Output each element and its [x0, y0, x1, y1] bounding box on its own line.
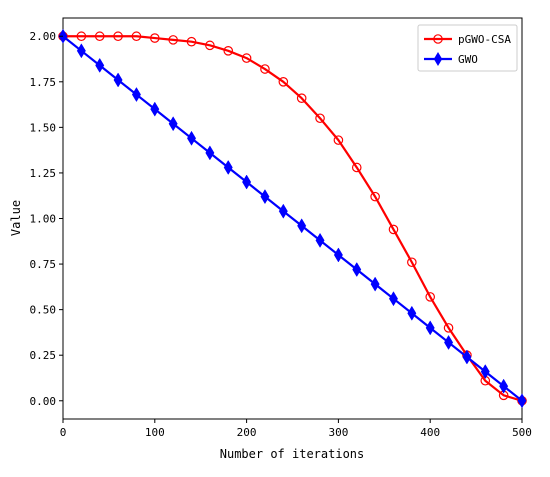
data-point	[150, 101, 160, 117]
x-tick-label: 500	[512, 426, 532, 439]
data-point	[425, 320, 435, 336]
data-point	[113, 72, 123, 88]
data-point	[443, 323, 454, 333]
data-point	[462, 349, 472, 365]
data-point	[352, 262, 362, 278]
series-gwo	[58, 28, 527, 409]
x-tick-label: 100	[145, 426, 165, 439]
data-point	[278, 76, 289, 87]
data-point	[444, 334, 454, 350]
plot-area	[58, 17, 527, 420]
data-point	[113, 31, 123, 42]
y-tick-label: 0.75	[30, 258, 57, 271]
legend-marker	[433, 52, 443, 66]
y-tick-label: 1.50	[30, 121, 57, 134]
data-point	[407, 305, 417, 321]
data-point	[131, 31, 142, 42]
data-point	[315, 232, 325, 248]
data-point	[205, 145, 215, 161]
data-point	[296, 93, 307, 103]
data-point	[315, 113, 325, 124]
data-point	[223, 159, 233, 175]
data-point	[370, 276, 380, 292]
y-tick-label: 0.50	[30, 304, 57, 317]
data-point	[187, 130, 197, 146]
legend-label: pGWO-CSA	[458, 33, 511, 46]
data-point	[242, 174, 252, 190]
y-tick-label: 1.25	[30, 167, 57, 180]
y-tick-label: 1.00	[30, 213, 57, 226]
data-point	[297, 218, 307, 234]
series-pgwo-csa	[58, 31, 527, 406]
data-point	[370, 191, 380, 202]
data-point	[131, 87, 141, 103]
x-tick-label: 300	[328, 426, 348, 439]
data-point	[333, 247, 343, 263]
data-point	[168, 35, 178, 45]
y-tick-label: 0.25	[30, 349, 57, 362]
data-point	[223, 46, 234, 56]
legend: pGWO-CSA GWO	[417, 24, 518, 72]
x-tick-label: 200	[237, 426, 257, 439]
data-point	[425, 292, 435, 302]
data-point	[205, 40, 215, 51]
data-point	[517, 393, 527, 409]
y-tick-label: 2.00	[30, 30, 57, 43]
data-point	[150, 33, 160, 43]
series-line	[62, 35, 523, 402]
data-point	[499, 378, 509, 394]
x-tick-label: 0	[60, 426, 67, 439]
y-tick-label: 1.75	[30, 76, 57, 89]
data-point	[168, 116, 178, 132]
data-point	[407, 257, 417, 268]
data-point	[260, 189, 270, 205]
data-point	[278, 203, 288, 219]
data-point	[76, 43, 86, 59]
data-point	[76, 31, 87, 42]
data-point	[94, 31, 105, 42]
data-point	[95, 57, 105, 73]
legend-marker	[433, 34, 443, 44]
axis-ticks: 0 100 200 300 400 500 0.00 0.25 0.50 0.75 1.00 1.25…	[30, 30, 532, 439]
x-axis-label: Number of iterations	[220, 447, 365, 461]
data-point	[388, 224, 399, 235]
y-axis-label: Value	[9, 200, 23, 236]
data-point	[260, 64, 270, 74]
legend-label: GWO	[458, 53, 478, 66]
series-line	[63, 35, 523, 402]
x-tick-label: 400	[420, 426, 440, 439]
y-tick-label: 0.00	[30, 395, 57, 408]
data-point	[241, 53, 252, 63]
data-point	[333, 135, 344, 145]
data-point	[480, 364, 490, 380]
data-point	[186, 36, 197, 47]
data-point	[388, 291, 398, 307]
data-point	[351, 162, 362, 173]
